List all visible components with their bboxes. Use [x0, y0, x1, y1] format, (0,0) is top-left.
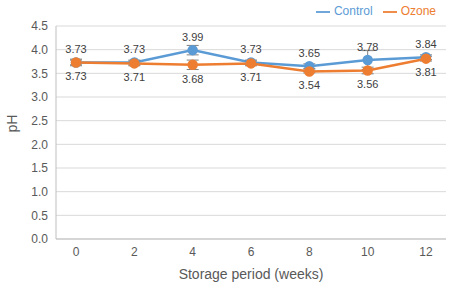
svg-text:12: 12 [419, 245, 433, 259]
svg-text:3.73: 3.73 [65, 70, 86, 82]
svg-text:pH: pH [8, 115, 20, 133]
svg-text:3.65: 3.65 [299, 47, 320, 59]
svg-text:3.73: 3.73 [124, 43, 145, 55]
svg-text:6: 6 [248, 245, 255, 259]
svg-text:2.0: 2.0 [31, 138, 48, 152]
svg-text:3.73: 3.73 [240, 43, 261, 55]
svg-text:8: 8 [306, 245, 313, 259]
svg-text:3.99: 3.99 [182, 31, 203, 43]
svg-text:3.54: 3.54 [299, 79, 320, 91]
svg-text:Storage period (weeks): Storage period (weeks) [179, 266, 324, 282]
svg-text:3.84: 3.84 [415, 38, 436, 50]
svg-text:2: 2 [131, 245, 138, 259]
svg-text:1.5: 1.5 [31, 161, 48, 175]
svg-text:4: 4 [189, 245, 196, 259]
svg-text:3.56: 3.56 [357, 78, 378, 90]
svg-text:2.5: 2.5 [31, 114, 48, 128]
svg-text:0.0: 0.0 [31, 232, 48, 246]
svg-text:3.0: 3.0 [31, 90, 48, 104]
svg-text:1.0: 1.0 [31, 185, 48, 199]
svg-text:4.5: 4.5 [31, 19, 48, 33]
svg-text:3.78: 3.78 [357, 41, 378, 53]
svg-text:0: 0 [73, 245, 80, 259]
svg-text:3.71: 3.71 [240, 71, 261, 83]
svg-text:3.73: 3.73 [65, 43, 86, 55]
svg-text:0.5: 0.5 [31, 209, 48, 223]
html-text:Ozone: Ozone [400, 4, 436, 18]
svg-text:3.68: 3.68 [182, 73, 203, 85]
svg-text:3.71: 3.71 [124, 71, 145, 83]
html-text:Control: Control [334, 4, 373, 18]
svg-text:3.5: 3.5 [31, 67, 48, 81]
svg-text:3.81: 3.81 [415, 66, 436, 78]
svg-text:10: 10 [361, 245, 375, 259]
svg-text:4.0: 4.0 [31, 43, 48, 57]
